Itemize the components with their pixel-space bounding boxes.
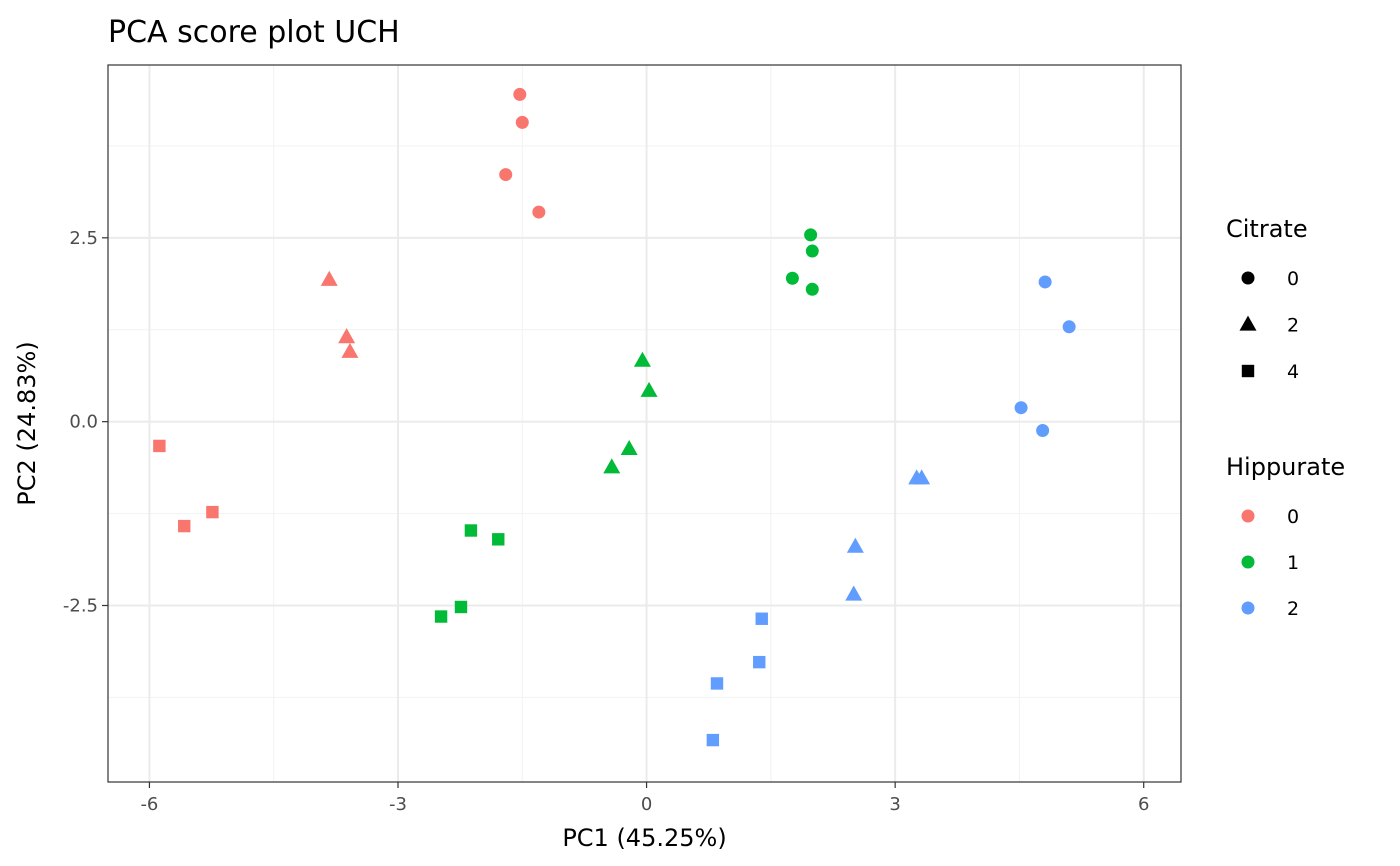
data-point bbox=[492, 533, 505, 546]
hippurate-legend-label: 1 bbox=[1287, 552, 1299, 574]
axes: -6 -3 0 3 6 -2.5 0.0 2.5 bbox=[63, 228, 1150, 815]
hippurate-legend-key bbox=[1241, 509, 1255, 523]
x-tick-label: -6 bbox=[140, 794, 158, 815]
data-point bbox=[804, 228, 818, 242]
citrate-legend-key bbox=[1241, 271, 1255, 285]
citrate-legend-label: 4 bbox=[1287, 361, 1299, 383]
x-tick-label: 3 bbox=[889, 794, 900, 815]
data-point bbox=[513, 87, 527, 101]
data-point bbox=[454, 600, 468, 614]
x-axis-title: PC1 (45.25%) bbox=[562, 824, 726, 852]
hippurate-legend-label: 2 bbox=[1287, 598, 1299, 620]
data-point bbox=[178, 519, 191, 533]
data-point bbox=[620, 439, 638, 455]
y-tick-label: 0.0 bbox=[69, 412, 98, 433]
hippurate-legend-key bbox=[1241, 601, 1255, 615]
hippurate-legend-label: 0 bbox=[1287, 506, 1299, 528]
data-point bbox=[341, 342, 359, 358]
data-point bbox=[710, 677, 724, 690]
data-point bbox=[206, 505, 219, 519]
data-point bbox=[515, 115, 529, 129]
data-point bbox=[434, 610, 448, 623]
data-point bbox=[1062, 320, 1076, 334]
citrate-legend-label: 0 bbox=[1287, 268, 1299, 290]
citrate-legend-key bbox=[1241, 364, 1255, 378]
y-axis-title: PC2 (24.83%) bbox=[13, 341, 41, 505]
data-point bbox=[640, 381, 658, 397]
y-tick-label: 2.5 bbox=[69, 228, 98, 249]
grid bbox=[108, 65, 1181, 782]
data-point bbox=[1036, 423, 1050, 437]
citrate-legend-key bbox=[1239, 315, 1257, 331]
data-point bbox=[805, 244, 819, 258]
data-point bbox=[464, 524, 478, 537]
data-point bbox=[913, 469, 931, 485]
data-point bbox=[603, 458, 621, 474]
x-tick-label: 6 bbox=[1138, 794, 1149, 815]
data-point bbox=[633, 351, 651, 367]
data-point bbox=[1014, 401, 1028, 415]
data-point bbox=[753, 655, 766, 669]
legend: Citrate Hippurate 0 2 4 0 1 2 bbox=[1226, 215, 1345, 620]
data-point bbox=[846, 537, 864, 553]
data-point bbox=[805, 282, 819, 296]
x-tick-label: 0 bbox=[641, 794, 652, 815]
data-point bbox=[755, 612, 768, 625]
plot-panel-border bbox=[107, 64, 1182, 783]
data-point bbox=[153, 439, 166, 453]
data-point bbox=[845, 585, 863, 601]
data-point bbox=[785, 271, 799, 285]
data-point bbox=[499, 168, 513, 182]
chart-title: PCA score plot UCH bbox=[108, 15, 400, 50]
citrate-legend-label: 2 bbox=[1287, 315, 1299, 337]
citrate-legend-title: Citrate bbox=[1226, 215, 1308, 243]
hippurate-legend-title: Hippurate bbox=[1226, 453, 1345, 481]
data-point bbox=[532, 205, 546, 219]
data-point bbox=[706, 733, 720, 747]
hippurate-legend-key bbox=[1241, 555, 1255, 569]
data-point bbox=[338, 328, 356, 344]
data-points bbox=[153, 87, 1076, 747]
data-point bbox=[320, 270, 338, 286]
data-point bbox=[1038, 275, 1052, 289]
x-tick-label: -3 bbox=[389, 794, 407, 815]
y-tick-label: -2.5 bbox=[63, 596, 98, 617]
